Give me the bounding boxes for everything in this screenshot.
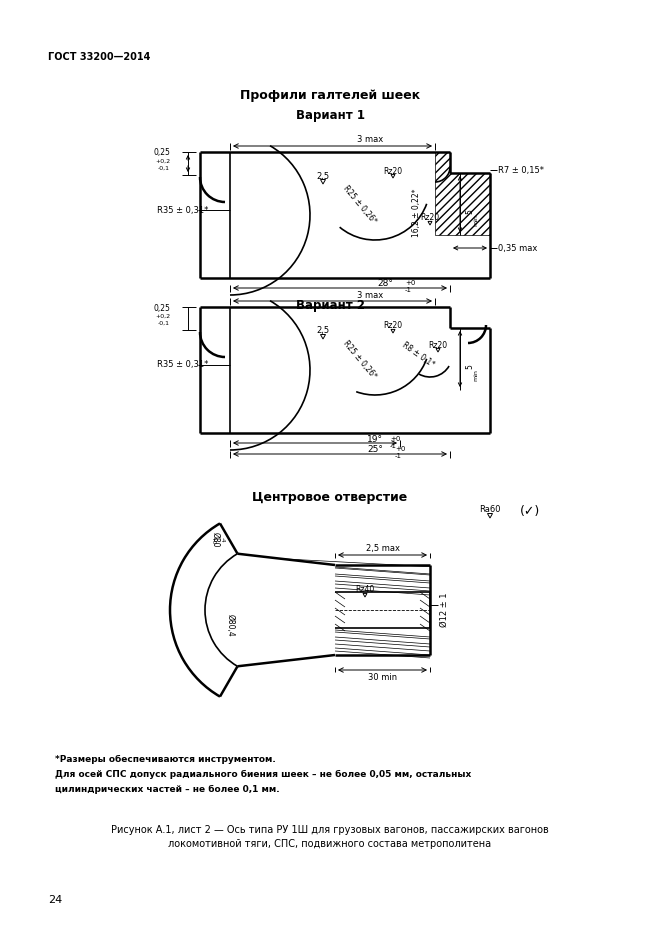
Text: Для осей СПС допуск радиального биения шеек – не более 0,05 мм, остальных: Для осей СПС допуск радиального биения ш… bbox=[55, 770, 471, 779]
Text: 25°: 25° bbox=[367, 444, 383, 453]
Text: 0,25: 0,25 bbox=[153, 149, 170, 157]
Text: Рисунок А.1, лист 2 — Ось типа РУ 1Ш для грузовых вагонов, пассажирских вагонов: Рисунок А.1, лист 2 — Ось типа РУ 1Ш для… bbox=[111, 825, 549, 835]
Text: Rz20: Rz20 bbox=[383, 166, 403, 176]
Text: 24: 24 bbox=[48, 895, 62, 905]
Text: 2,5: 2,5 bbox=[317, 171, 330, 180]
Text: Профили галтелей шеек: Профили галтелей шеек bbox=[240, 89, 420, 102]
Text: Rz20: Rz20 bbox=[420, 213, 440, 223]
Text: 28°: 28° bbox=[377, 279, 393, 287]
Text: R25 ± 0,26*: R25 ± 0,26* bbox=[342, 184, 379, 226]
Polygon shape bbox=[435, 152, 490, 235]
Text: +0: +0 bbox=[405, 280, 415, 286]
Text: Rz40: Rz40 bbox=[356, 585, 375, 595]
Text: Ra60: Ra60 bbox=[479, 506, 501, 514]
Text: 3 max: 3 max bbox=[357, 136, 383, 145]
Text: локомотивной тяги, СПС, подвижного состава метрополитена: локомотивной тяги, СПС, подвижного соста… bbox=[169, 839, 492, 849]
Text: 5: 5 bbox=[465, 209, 475, 214]
Text: 19°: 19° bbox=[367, 435, 383, 443]
Text: Ø12 ± 1: Ø12 ± 1 bbox=[440, 593, 449, 627]
Text: Rz20: Rz20 bbox=[428, 340, 447, 350]
Text: R8 ± 0,1*: R8 ± 0,1* bbox=[400, 340, 436, 369]
Text: 16,2 ± 0,22*: 16,2 ± 0,22* bbox=[412, 189, 420, 237]
Text: (✓): (✓) bbox=[520, 506, 540, 519]
Text: +0: +0 bbox=[210, 536, 215, 544]
Text: -4: -4 bbox=[220, 538, 225, 542]
Text: -0,1: -0,1 bbox=[158, 321, 170, 325]
Text: -0,1: -0,1 bbox=[158, 165, 170, 170]
Text: 2,5: 2,5 bbox=[317, 326, 330, 336]
Text: min: min bbox=[473, 214, 479, 226]
Text: R7 ± 0,15*: R7 ± 0,15* bbox=[498, 165, 544, 175]
Text: -1: -1 bbox=[405, 287, 412, 293]
Text: -1: -1 bbox=[390, 443, 397, 449]
Text: Rz20: Rz20 bbox=[383, 322, 403, 330]
Text: 2,5 max: 2,5 max bbox=[366, 544, 399, 554]
Text: +0: +0 bbox=[395, 446, 405, 452]
Text: Центровое отверстие: Центровое отверстие bbox=[253, 492, 408, 505]
Text: min: min bbox=[473, 369, 479, 381]
Text: 3 max: 3 max bbox=[357, 291, 383, 299]
Text: Ø80: Ø80 bbox=[211, 532, 220, 548]
Text: цилиндрических частей – не более 0,1 мм.: цилиндрических частей – не более 0,1 мм. bbox=[55, 785, 280, 794]
Text: 0,25: 0,25 bbox=[153, 304, 170, 312]
Text: +0,2: +0,2 bbox=[155, 313, 170, 319]
Text: Вариант 2: Вариант 2 bbox=[295, 298, 364, 311]
Text: R35 ± 0,31*: R35 ± 0,31* bbox=[157, 361, 208, 369]
Text: 30 min: 30 min bbox=[368, 672, 397, 682]
Text: 5: 5 bbox=[465, 365, 475, 369]
Text: +0,2: +0,2 bbox=[155, 159, 170, 164]
Text: *Размеры обеспечиваются инструментом.: *Размеры обеспечиваются инструментом. bbox=[55, 755, 276, 764]
Text: +0: +0 bbox=[390, 436, 401, 442]
Text: R35 ± 0,31*: R35 ± 0,31* bbox=[157, 206, 208, 214]
Text: ГОСТ 33200—2014: ГОСТ 33200—2014 bbox=[48, 52, 150, 62]
Text: 0,35 max: 0,35 max bbox=[498, 243, 537, 252]
Text: Вариант 1: Вариант 1 bbox=[295, 108, 364, 122]
Text: -1: -1 bbox=[395, 453, 402, 459]
Text: Ø80,4: Ø80,4 bbox=[226, 613, 235, 637]
Text: R25 ± 0,26*: R25 ± 0,26* bbox=[342, 339, 379, 381]
